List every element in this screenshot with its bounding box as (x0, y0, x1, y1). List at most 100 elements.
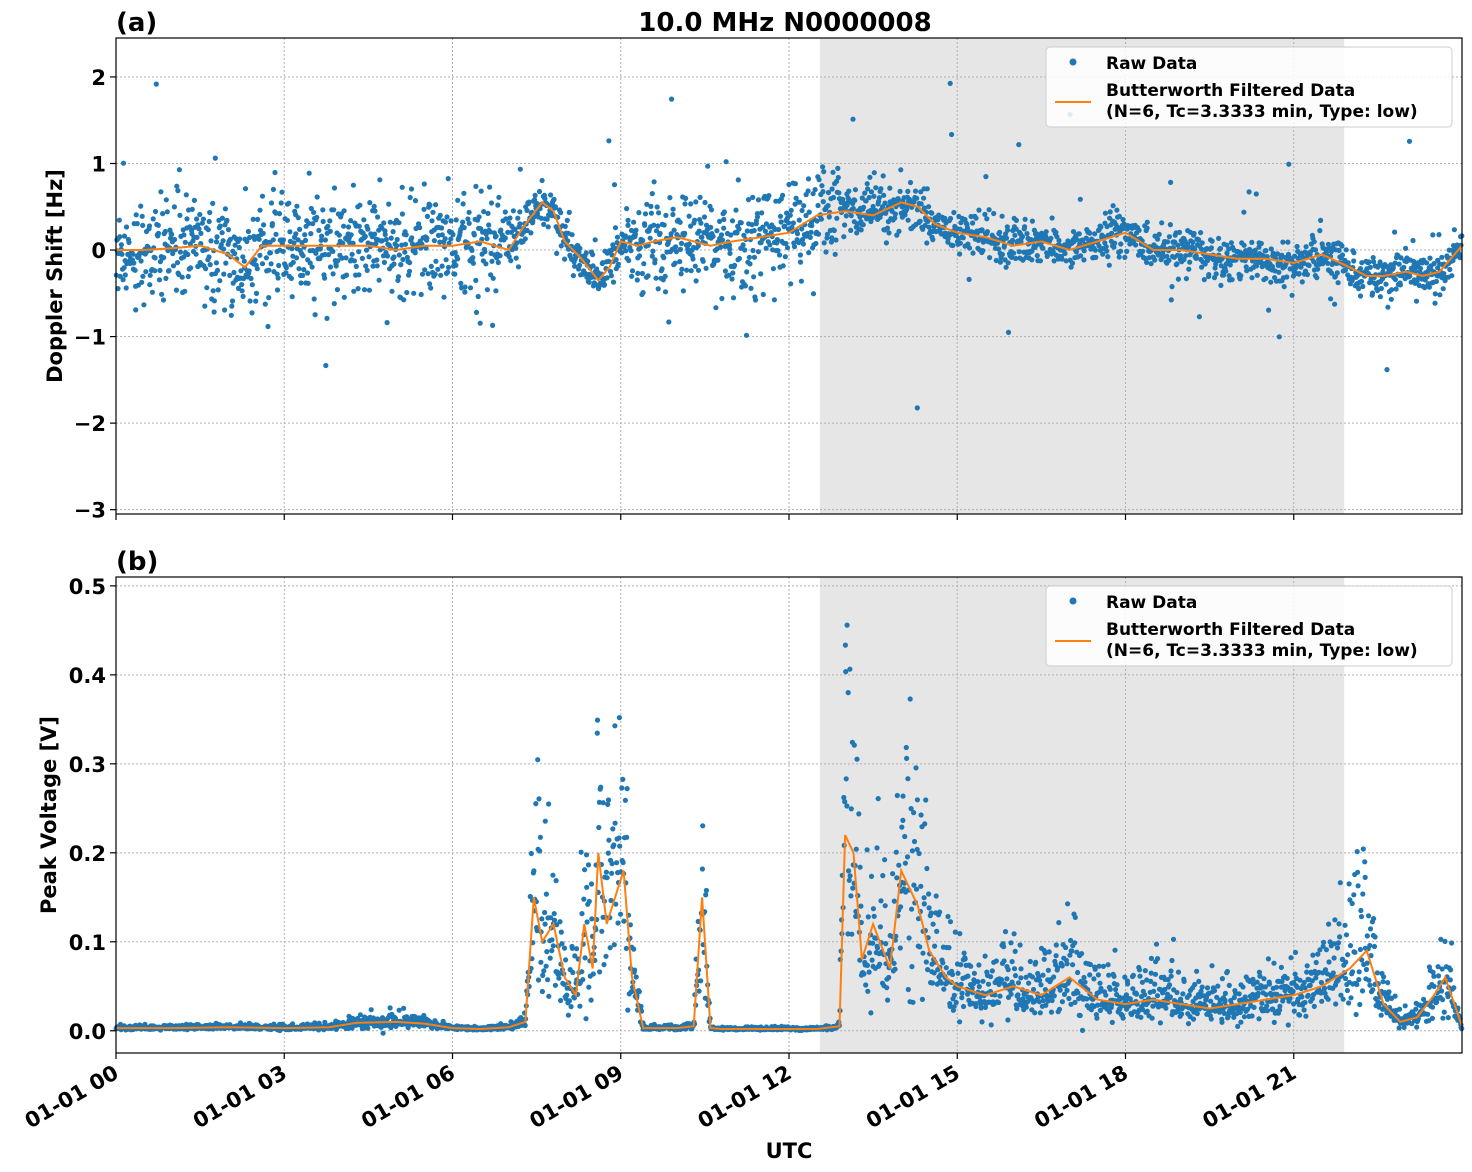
raw-point (661, 255, 667, 261)
raw-point (1106, 262, 1112, 268)
raw-point (860, 222, 866, 228)
raw-point (551, 196, 557, 202)
raw-point (723, 159, 729, 165)
raw-point (729, 218, 736, 224)
raw-point (914, 797, 921, 803)
raw-point (245, 228, 251, 235)
raw-point (537, 848, 543, 854)
raw-point (1092, 966, 1098, 972)
raw-point (705, 163, 711, 169)
raw-point (1278, 964, 1284, 971)
raw-point (510, 208, 516, 214)
raw-point (1026, 980, 1032, 986)
raw-point (700, 258, 706, 264)
raw-point (609, 870, 615, 876)
raw-point (1148, 970, 1154, 976)
raw-point (1084, 996, 1090, 1002)
raw-point (763, 245, 769, 251)
raw-point (376, 277, 382, 283)
raw-point (1005, 1017, 1011, 1023)
raw-point (662, 289, 669, 295)
raw-point (586, 279, 592, 285)
raw-point (1061, 991, 1068, 998)
raw-point (1335, 280, 1341, 286)
raw-point (554, 250, 560, 256)
raw-point (1012, 232, 1018, 238)
raw-point (380, 1030, 386, 1036)
raw-point (590, 252, 596, 258)
raw-point (1076, 231, 1082, 237)
raw-point (290, 259, 296, 265)
raw-point (1091, 976, 1097, 982)
raw-point (448, 218, 454, 224)
raw-point (250, 216, 256, 222)
raw-point (999, 977, 1005, 983)
raw-point (914, 846, 920, 853)
raw-point (576, 262, 583, 268)
raw-point (1073, 249, 1079, 255)
raw-point (266, 295, 272, 301)
raw-point (372, 231, 378, 237)
raw-point (1218, 282, 1224, 288)
raw-point (655, 286, 661, 292)
raw-point (918, 189, 924, 195)
raw-point (922, 222, 928, 229)
raw-point (633, 974, 639, 980)
raw-point (985, 981, 992, 987)
raw-point (134, 221, 140, 227)
raw-point (1105, 1001, 1111, 1007)
raw-point (841, 234, 847, 240)
raw-point (1070, 962, 1076, 968)
raw-point (926, 905, 932, 911)
raw-point (647, 235, 653, 241)
raw-point (883, 240, 890, 246)
raw-point (181, 254, 187, 260)
raw-point (121, 265, 127, 271)
y-tick-label: −2 (74, 412, 106, 436)
raw-point (331, 185, 338, 191)
raw-point (610, 279, 617, 285)
raw-point (970, 220, 976, 226)
raw-point (194, 234, 200, 240)
raw-point (858, 227, 864, 233)
raw-point (601, 282, 608, 288)
raw-point (1112, 240, 1118, 246)
raw-point (227, 272, 233, 278)
raw-point (726, 242, 733, 248)
raw-point (331, 207, 337, 213)
raw-point (815, 231, 822, 237)
raw-point (348, 218, 354, 224)
raw-point (1315, 951, 1321, 957)
raw-point (558, 243, 564, 249)
raw-point (327, 218, 333, 224)
raw-point (698, 978, 704, 984)
raw-point (624, 834, 630, 840)
raw-point (203, 266, 209, 272)
raw-point (562, 256, 568, 262)
raw-point (1019, 233, 1025, 240)
raw-point (1256, 1016, 1262, 1022)
raw-point (1005, 260, 1011, 266)
raw-point (683, 195, 689, 201)
raw-point (513, 245, 519, 251)
raw-point (874, 945, 881, 951)
raw-point (1248, 248, 1254, 254)
raw-point (1215, 983, 1221, 989)
raw-point (543, 963, 549, 969)
raw-point (424, 213, 430, 219)
raw-point (917, 218, 923, 224)
raw-point (843, 213, 849, 219)
raw-point (489, 258, 495, 264)
raw-point (222, 307, 228, 313)
raw-point (475, 293, 481, 300)
raw-point (913, 765, 919, 771)
raw-point (357, 202, 363, 208)
raw-point (949, 131, 955, 138)
raw-point (566, 209, 572, 215)
raw-point (210, 200, 216, 206)
raw-point (803, 212, 809, 219)
raw-point (1228, 240, 1234, 246)
raw-point (961, 950, 967, 956)
raw-point (697, 194, 703, 200)
raw-point (984, 216, 990, 222)
